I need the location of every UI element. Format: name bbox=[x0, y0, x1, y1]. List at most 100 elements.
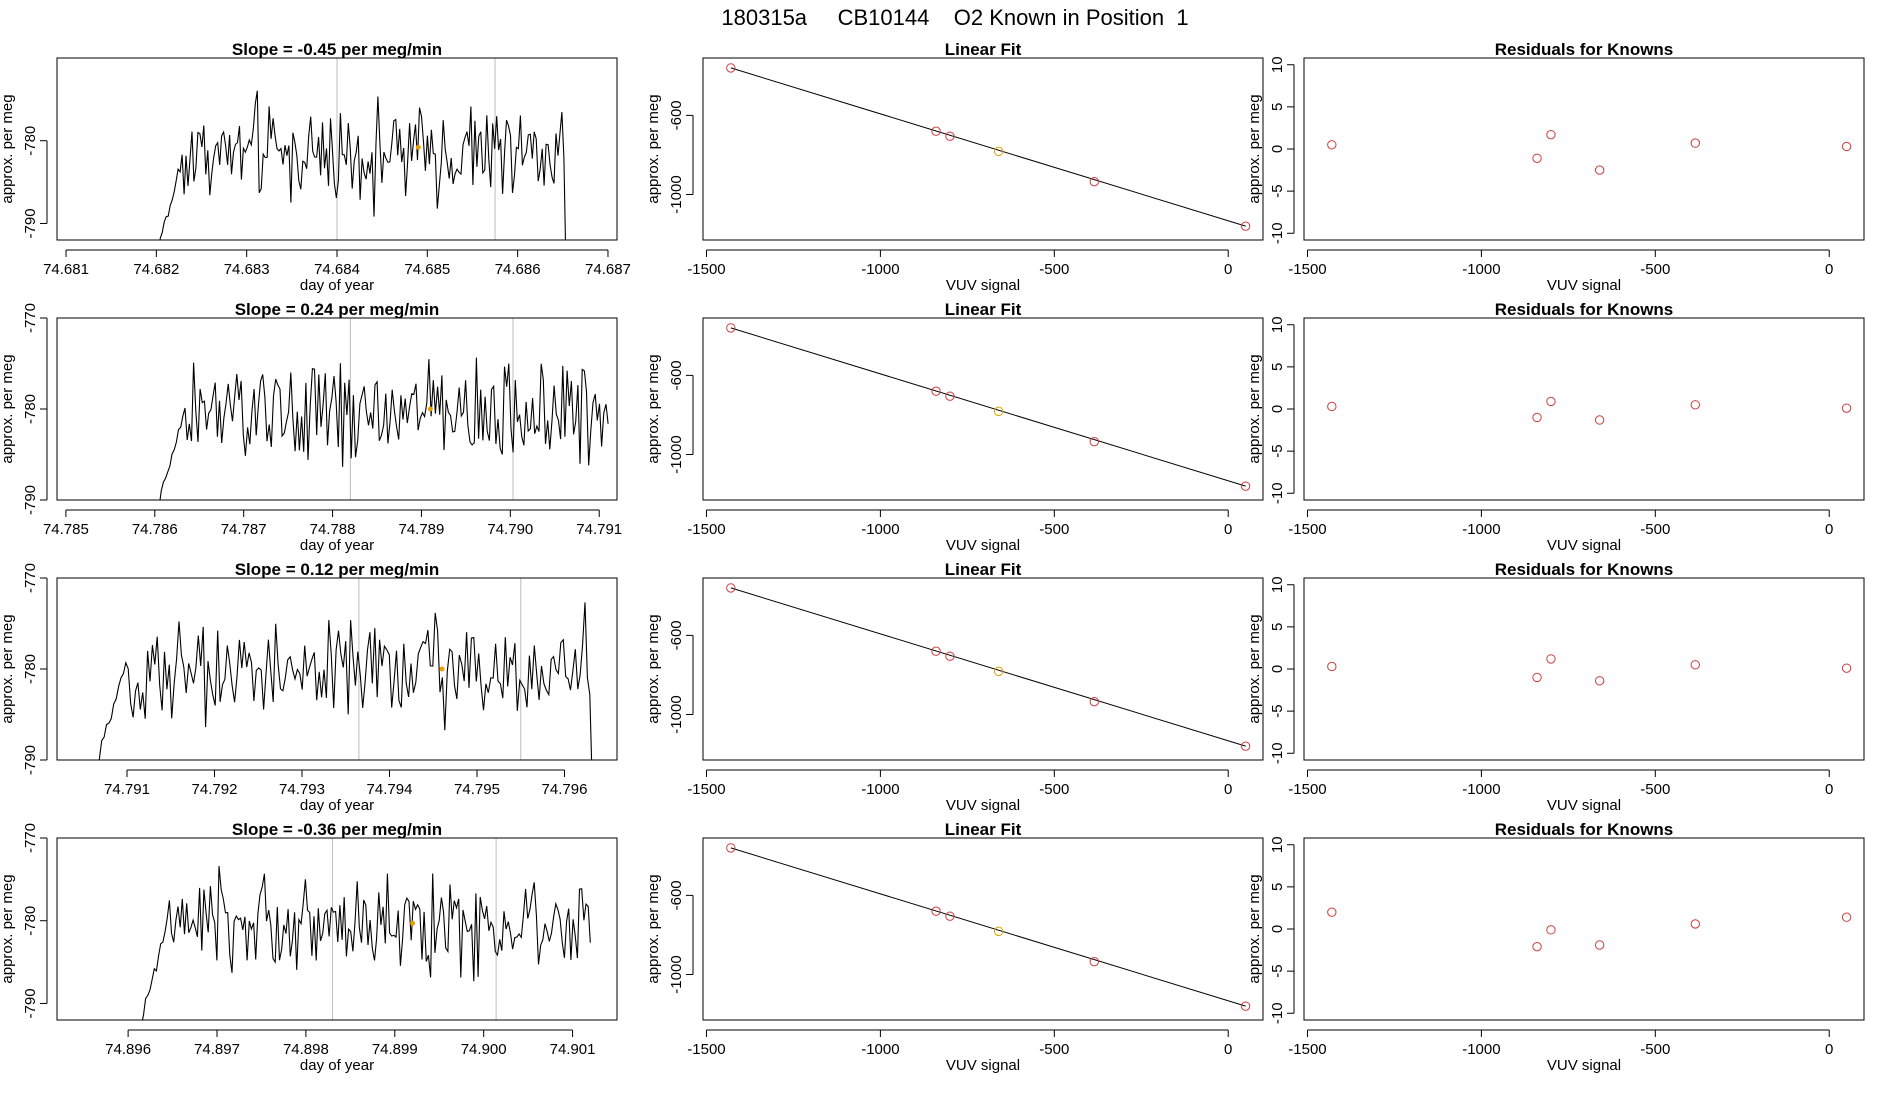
data-point bbox=[1690, 660, 1701, 670]
plot-area bbox=[97, 578, 593, 760]
x-tick-label: 74.787 bbox=[221, 521, 267, 538]
plot-area bbox=[159, 58, 566, 240]
data-point bbox=[1532, 941, 1542, 952]
x-tick-label: 0 bbox=[1224, 781, 1232, 798]
plot-area bbox=[726, 583, 1251, 751]
y-tick-label: -1000 bbox=[668, 695, 685, 733]
x-axis-label: day of year bbox=[300, 277, 374, 294]
y-axis-label: approx. per meg bbox=[645, 874, 662, 983]
x-tick-label: 74.900 bbox=[461, 1041, 507, 1058]
plot-area bbox=[1327, 396, 1852, 425]
x-tick-label: 74.791 bbox=[104, 781, 150, 798]
data-point bbox=[726, 323, 736, 333]
panel-title: Residuals for Knowns bbox=[1495, 820, 1674, 839]
y-axis-label: approx. per meg bbox=[1246, 614, 1263, 723]
panel-title: Linear Fit bbox=[945, 300, 1022, 319]
x-tick-label: -500 bbox=[1640, 521, 1670, 538]
chart-panel: Slope = -0.36 per meg/min 74.896 74.897 74.… bbox=[0, 820, 618, 1074]
plot-area bbox=[1327, 129, 1852, 175]
y-tick-label: -780 bbox=[22, 126, 39, 156]
x-tick-label: 74.791 bbox=[576, 521, 622, 538]
data-point bbox=[945, 911, 955, 921]
x-axis-label: VUV signal bbox=[946, 277, 1020, 294]
x-tick-label: -1500 bbox=[687, 1041, 725, 1058]
x-tick-label: 74.796 bbox=[542, 781, 588, 798]
data-point bbox=[945, 391, 955, 401]
y-tick-label: -770 bbox=[22, 823, 39, 853]
data-point bbox=[1690, 919, 1701, 929]
y-tick-label: 10 bbox=[1269, 56, 1286, 73]
plot-frame bbox=[702, 317, 1264, 501]
x-tick-label: 74.792 bbox=[192, 781, 238, 798]
x-tick-label: -1000 bbox=[861, 521, 899, 538]
data-point bbox=[945, 131, 955, 141]
x-tick-label: 0 bbox=[1825, 521, 1833, 538]
y-tick-label: -5 bbox=[1269, 704, 1286, 717]
data-point bbox=[1532, 153, 1542, 163]
x-tick-label: 74.785 bbox=[43, 521, 89, 538]
y-tick-label: -10 bbox=[1269, 222, 1286, 244]
y-axis-label: approx. per meg bbox=[0, 614, 16, 723]
panel-title: Linear Fit bbox=[945, 820, 1022, 839]
data-point bbox=[1841, 663, 1852, 673]
y-tick-label: -10 bbox=[1269, 1002, 1286, 1024]
x-tick-label: 74.789 bbox=[398, 521, 444, 538]
y-tick-label: 10 bbox=[1269, 576, 1286, 593]
data-point bbox=[1327, 661, 1337, 672]
y-tick-label: -600 bbox=[668, 100, 685, 130]
x-tick-label: -500 bbox=[1039, 781, 1069, 798]
x-tick-label: 0 bbox=[1224, 521, 1232, 538]
y-tick-label: -600 bbox=[668, 620, 685, 650]
y-axis-label: approx. per meg bbox=[0, 354, 16, 463]
page-title: 180315a CB10144 O2 Known in Position 1 bbox=[721, 5, 1188, 30]
x-tick-label: 0 bbox=[1224, 261, 1232, 278]
y-tick-label: -780 bbox=[22, 906, 39, 936]
plot-frame bbox=[1303, 837, 1865, 1021]
plot-area bbox=[726, 843, 1251, 1011]
highlight-point bbox=[993, 666, 1004, 677]
data-point bbox=[1240, 221, 1251, 231]
chart-panel: Linear Fit -1500 -1000 -500 0 VUV signal -1000… bbox=[645, 40, 1264, 294]
x-tick-label: -500 bbox=[1039, 261, 1069, 278]
x-tick-label: -1500 bbox=[687, 261, 725, 278]
panel-title: Residuals for Knowns bbox=[1495, 560, 1674, 579]
x-axis-label: day of year bbox=[300, 537, 374, 554]
chart-panel: Linear Fit -1500 -1000 -500 0 VUV signal -1000… bbox=[645, 300, 1264, 554]
panel-title: Slope = 0.24 per meg/min bbox=[235, 300, 440, 319]
fit-line bbox=[730, 587, 1246, 747]
data-point bbox=[1594, 165, 1605, 175]
fit-line bbox=[730, 327, 1246, 487]
chart-panels: Slope = -0.45 per meg/min 74.681 74.682 74.… bbox=[0, 40, 1865, 1074]
y-tick-label: -780 bbox=[22, 654, 39, 684]
plot-frame bbox=[702, 57, 1264, 241]
x-tick-label: 0 bbox=[1825, 1041, 1833, 1058]
plot-area bbox=[159, 318, 609, 500]
x-tick-label: 74.786 bbox=[132, 521, 178, 538]
chart-panel: Linear Fit -1500 -1000 -500 0 VUV signal -1000… bbox=[645, 560, 1264, 814]
x-tick-label: -1500 bbox=[687, 781, 725, 798]
plot-frame bbox=[1303, 577, 1865, 761]
x-tick-label: -1500 bbox=[1288, 521, 1326, 538]
x-tick-label: 74.687 bbox=[585, 261, 631, 278]
data-point bbox=[1546, 396, 1556, 407]
plot-area bbox=[141, 838, 591, 1020]
highlight-point bbox=[993, 146, 1004, 157]
x-tick-label: 0 bbox=[1825, 261, 1833, 278]
data-point bbox=[1532, 412, 1542, 423]
panel-title: Slope = -0.45 per meg/min bbox=[232, 40, 442, 59]
plot-frame bbox=[56, 837, 618, 1021]
chart-panel: Slope = -0.45 per meg/min 74.681 74.682 74.… bbox=[0, 40, 631, 294]
data-point bbox=[945, 651, 955, 661]
data-point bbox=[1594, 415, 1605, 425]
panel-title: Linear Fit bbox=[945, 560, 1022, 579]
x-axis-label: VUV signal bbox=[1547, 1057, 1621, 1074]
y-tick-label: 0 bbox=[1269, 665, 1286, 673]
x-tick-label: 74.683 bbox=[224, 261, 270, 278]
x-tick-label: -1000 bbox=[1462, 781, 1500, 798]
x-tick-label: -500 bbox=[1640, 781, 1670, 798]
highlight-point bbox=[993, 926, 1004, 937]
data-point bbox=[1546, 654, 1556, 664]
fit-line bbox=[730, 847, 1246, 1007]
highlight-point bbox=[410, 920, 416, 926]
y-axis-label: approx. per meg bbox=[645, 94, 662, 203]
